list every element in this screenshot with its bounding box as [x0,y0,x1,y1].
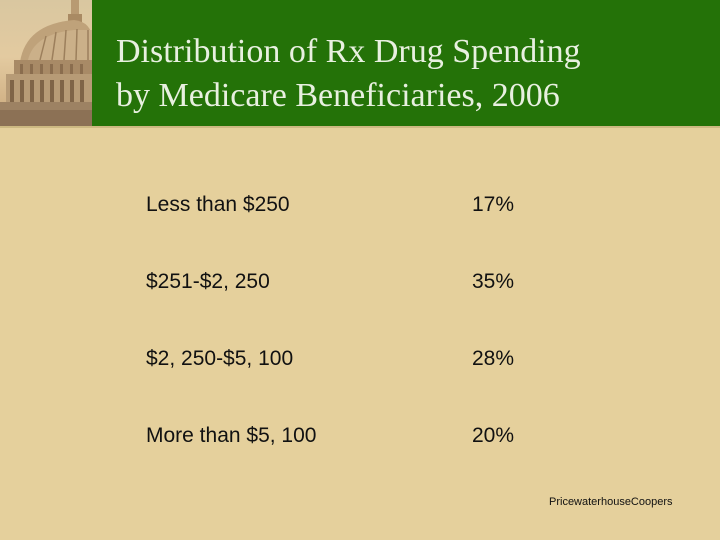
row-value: 35% [472,270,515,293]
row-label: $2, 250-$5, 100 [146,347,294,370]
row-value: 20% [472,424,515,447]
row-label: More than $5, 100 [146,424,317,447]
row-value: 17% [472,193,515,216]
title-line-1: Distribution of Rx Drug Spending [116,33,581,70]
header-band: Distribution of Rx Drug Spending by Medi… [0,0,720,126]
row-label: $251-$2, 250 [146,270,270,293]
header-divider [0,126,720,128]
title-line-2: by Medicare Beneficiaries, 2006 [116,77,560,114]
row-value: 28% [472,347,515,370]
row-label: Less than $250 [146,193,290,216]
source-credit: PricewaterhouseCoopers [549,496,673,508]
capitol-dome-image [0,0,92,126]
slide-title: Distribution of Rx Drug Spending by Medi… [116,30,706,118]
